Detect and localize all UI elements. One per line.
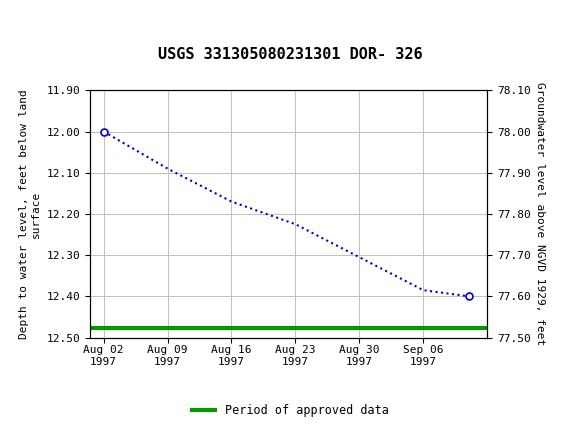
Text: USGS: USGS <box>55 16 99 34</box>
Legend: Period of approved data: Period of approved data <box>187 399 393 422</box>
Bar <box>13 13 134 40</box>
Y-axis label: Depth to water level, feet below land
surface: Depth to water level, feet below land su… <box>19 89 41 339</box>
Y-axis label: Groundwater level above NGVD 1929, feet: Groundwater level above NGVD 1929, feet <box>535 82 545 346</box>
Text: USGS 331305080231301 DOR- 326: USGS 331305080231301 DOR- 326 <box>158 47 422 62</box>
Text: ☒: ☒ <box>13 13 35 37</box>
